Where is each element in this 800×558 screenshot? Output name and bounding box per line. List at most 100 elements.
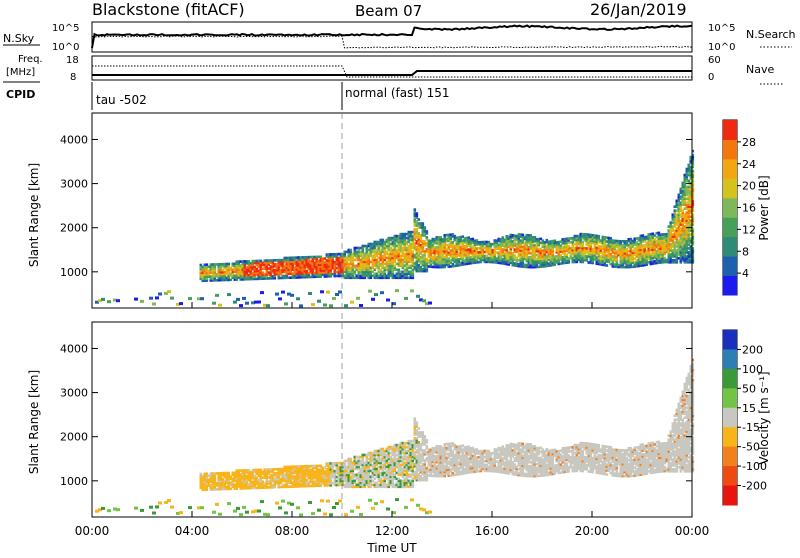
power-cell: [266, 304, 270, 307]
power-cell: [236, 298, 240, 301]
velocity-cell: [228, 472, 231, 475]
power-cell: [410, 289, 414, 292]
velocity-cell: [416, 421, 419, 424]
power-cell: [412, 251, 415, 254]
power-cell: [228, 263, 231, 266]
power-cell: [296, 297, 300, 300]
power-colorbar-tick-label: 16: [742, 202, 756, 215]
power-colorbar-tick-label: 28: [742, 136, 756, 149]
power-cell: [323, 304, 327, 307]
power-colorbar-segment: [723, 276, 737, 296]
power-cell: [299, 304, 303, 307]
power-cell: [215, 294, 219, 297]
power-colorbar-tick-label: 24: [742, 158, 756, 171]
beam-title: Beam 07: [355, 2, 422, 20]
power-colorbar-segment: [723, 178, 737, 198]
ytick-label: 1000: [60, 266, 88, 279]
power-cell: [284, 302, 288, 305]
power-cell: [101, 298, 105, 301]
ytick-label: 2000: [60, 222, 88, 235]
power-cell: [350, 249, 353, 252]
nave-label: Nave: [746, 63, 774, 76]
power-colorbar-tick-label: 8: [742, 245, 749, 258]
velocity-cell: [424, 435, 427, 438]
tick-1e0-left: 10^0: [52, 42, 79, 53]
power-cell: [610, 237, 613, 240]
power-cell: [257, 301, 261, 304]
power-cell: [311, 303, 315, 306]
velocity-cell: [350, 458, 353, 461]
cpid-segment-1: tau -502: [96, 93, 147, 107]
power-cell: [386, 299, 390, 302]
power-colorbar-segment: [723, 217, 737, 237]
power-colorbar-segment: [723, 237, 737, 257]
power-cell: [344, 304, 348, 307]
power-cell: [158, 293, 162, 296]
power-cell: [452, 241, 455, 244]
power-ylabel: Slant Range [km]: [27, 163, 41, 267]
power-colorbar-label: Power [dB]: [757, 175, 771, 240]
tick-18: 18: [66, 55, 79, 66]
power-colorbar-segment: [723, 120, 737, 140]
power-cell: [170, 297, 174, 300]
nsky-label: N.Sky: [3, 32, 35, 45]
tick-1e5-right: 10^5: [708, 23, 735, 34]
power-cell: [422, 299, 426, 302]
velocity-cell: [426, 445, 429, 448]
freq-label-1: Freq.: [18, 54, 43, 65]
power-colorbar-segment: [723, 198, 737, 218]
power-cell: [422, 222, 425, 225]
power-cell: [188, 297, 192, 300]
power-cell: [332, 297, 336, 300]
power-cell: [356, 297, 360, 300]
power-cell: [606, 264, 609, 267]
power-colorbar-tick-label: 4: [742, 267, 749, 280]
power-cell: [326, 291, 330, 294]
velocity-cell: [414, 417, 417, 420]
velocity-cell: [412, 460, 415, 463]
power-cell: [308, 292, 312, 295]
power-cell: [426, 236, 429, 239]
cpid-label: CPID: [6, 88, 35, 101]
power-cell: [395, 289, 399, 292]
power-cell: [414, 208, 417, 211]
tick-8: 8: [70, 72, 76, 83]
power-cell: [392, 302, 396, 305]
power-cell: [416, 295, 420, 298]
power-cell: [290, 294, 294, 297]
power-cell: [359, 304, 363, 307]
velocity-heatmap: [95, 359, 694, 517]
velocity-cell: [418, 427, 421, 430]
power-colorbar-segment: [723, 159, 737, 179]
power-cell: [242, 297, 246, 300]
power-cell: [179, 302, 183, 305]
station-title: Blackstone (fitACF): [92, 0, 245, 19]
power-heatmap: [95, 150, 694, 308]
power-cell: [320, 290, 324, 293]
power-cell: [329, 304, 333, 307]
power-colorbar-tick-label: 20: [742, 180, 756, 193]
nsearch-label: N.Search: [746, 28, 796, 41]
power-colorbar: 4 8 12 16 20 24 28: [723, 120, 756, 296]
velocity-cell: [426, 439, 429, 442]
power-colorbar-segment: [723, 139, 737, 159]
power-colorbar-tick-label: 12: [742, 223, 756, 236]
power-cell: [212, 302, 216, 305]
freq-label-2: [MHz]: [6, 67, 35, 78]
power-cell: [218, 304, 222, 307]
power-cell: [167, 290, 171, 293]
power-cell: [350, 301, 354, 304]
power-cell: [514, 254, 517, 257]
power-cell: [374, 293, 378, 296]
power-cell: [149, 297, 153, 300]
power-cell: [338, 291, 342, 294]
freq-series: [92, 71, 692, 75]
freq-panel-frame: [92, 56, 692, 80]
power-cell: [233, 301, 237, 304]
power-cell: [239, 304, 243, 307]
power-cell: [416, 212, 419, 215]
power-cell: [368, 290, 372, 293]
power-cell: [134, 298, 138, 301]
power-cell: [424, 226, 427, 229]
